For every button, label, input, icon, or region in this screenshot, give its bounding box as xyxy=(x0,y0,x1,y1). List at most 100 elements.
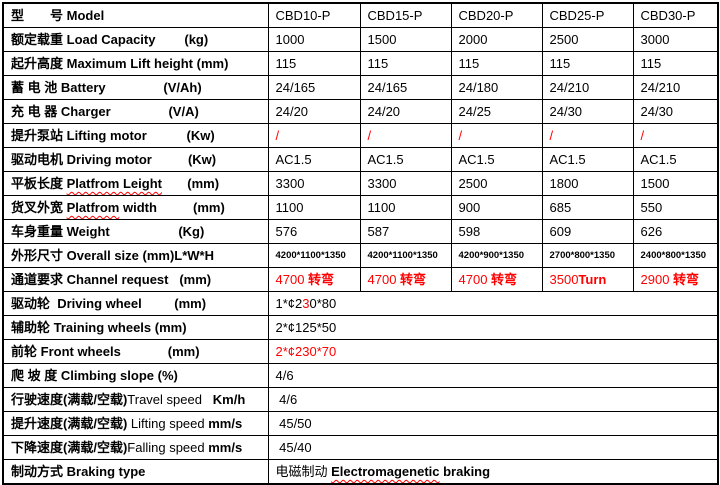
text-run: 115 xyxy=(458,56,480,71)
value-overall-size-cbd15p: 4200*1100*1350 xyxy=(359,243,452,268)
value-load-capacity-cbd20p: 2000 xyxy=(450,27,543,52)
value-load-capacity-cbd10p: 1000 xyxy=(267,27,361,52)
value-climbing-slope: 4/6 xyxy=(267,363,719,388)
text-run: 115 xyxy=(640,56,662,71)
value-lifting-motor-cbd20p: / xyxy=(450,123,543,148)
text-run: 4200*1100*1350 xyxy=(367,249,438,261)
value-max-lift-height-cbd30p: 115 xyxy=(632,51,719,76)
text-run: 爬 坡 度 xyxy=(11,368,61,383)
text-run: / xyxy=(275,128,280,143)
text-run: 1800 xyxy=(549,176,579,191)
table-row-falling-speed: 下降速度(满载/空载)Falling speed mm/s 45/40 xyxy=(2,435,719,460)
label-lifting-motor: 提升泵站 Lifting motor (Kw) xyxy=(2,123,269,148)
table-row-charger: 充 电 器 Charger (V/A) 24/20 24/20 24/25 24/30 2… xyxy=(2,99,719,124)
text-run: 3 xyxy=(302,296,310,311)
text-run: CBD10-P xyxy=(275,8,331,23)
text-run: AC1.5 xyxy=(640,152,677,167)
text-run: Channel request (mm) xyxy=(66,272,212,287)
text-run: 598 xyxy=(458,224,481,239)
value-battery-cbd30p: 24/210 xyxy=(632,75,719,100)
table-row-front-wheels: 前轮 Front wheels (mm) 2*¢230*70 xyxy=(2,339,719,364)
text-run: Driving motor (Kw) xyxy=(66,152,217,167)
value-weight-cbd25p: 609 xyxy=(541,219,634,244)
table-row-model: 型 号 Model CBD10-P CBD15-P CBD20-P CBD25-P CBD… xyxy=(2,2,719,28)
value-channel-request-cbd20p: 4700 转弯 xyxy=(450,267,543,292)
value-max-lift-height-cbd10p: 115 xyxy=(267,51,361,76)
text-run: / xyxy=(549,128,554,143)
text-run: 制动方式 xyxy=(11,464,67,479)
text-run: 3300 xyxy=(275,176,305,191)
value-load-capacity-cbd25p: 2500 xyxy=(541,27,634,52)
text-run: 685 xyxy=(549,200,572,215)
text-run: 驱动电机 xyxy=(11,152,67,167)
text-run: 2500 xyxy=(458,176,488,191)
label-overall-size: 外形尺寸 Overall size (mm)L*W*H xyxy=(2,243,269,268)
text-run: Front wheels (mm) xyxy=(40,344,200,359)
text-run: 前轮 xyxy=(11,344,41,359)
label-travel-speed: 行驶速度(满载/空载)Travel speed Km/h xyxy=(2,387,269,412)
value-load-capacity-cbd15p: 1500 xyxy=(359,27,452,52)
value-overall-size-cbd30p: 2400*800*1350 xyxy=(632,243,719,268)
value-battery-cbd20p: 24/180 xyxy=(450,75,543,100)
text-run: 626 xyxy=(640,224,663,239)
text-run: 2*¢125*50 xyxy=(275,320,337,335)
value-model-cbd10p: CBD10-P xyxy=(267,2,361,28)
table-row-load-capacity: 额定载重 Load Capacity (kg) 1000 1500 2000 2500 3… xyxy=(2,27,719,52)
label-front-wheels: 前轮 Front wheels (mm) xyxy=(2,339,269,364)
text-run: 587 xyxy=(367,224,390,239)
text-run: 提升泵站 xyxy=(11,128,67,143)
table-row-lifting-speed: 提升速度(满载/空载) Lifting speed mm/s 45/50 xyxy=(2,411,719,436)
text-run: 外形尺寸 xyxy=(11,248,67,263)
text-run: 驱动轮 xyxy=(11,296,58,311)
text-run: 2000 xyxy=(458,32,488,47)
text-run: braking xyxy=(439,464,491,479)
value-training-wheels: 2*¢125*50 xyxy=(267,315,719,340)
text-run: 45/50 xyxy=(275,416,312,431)
text-run: 转弯 xyxy=(400,272,427,287)
value-travel-speed: 4/6 xyxy=(267,387,719,412)
text-run: 900 xyxy=(458,200,481,215)
text-run: 24/180 xyxy=(458,80,499,95)
value-overall-size-cbd25p: 2700*800*1350 xyxy=(541,243,634,268)
value-platform-length-cbd30p: 1500 xyxy=(632,171,719,196)
value-platform-length-cbd25p: 1800 xyxy=(541,171,634,196)
table-row-channel-request: 通道要求 Channel request (mm) 4700 转弯 4700 转弯 4… xyxy=(2,267,719,292)
label-max-lift-height: 起升高度 Maximum Lift height (mm) xyxy=(2,51,269,76)
text-run: Overall size (mm)L*W*H xyxy=(66,248,214,263)
table-row-weight: 车身重量 Weight (Kg) 576 587 598 609 626 xyxy=(2,219,719,244)
text-run: 1*¢2 xyxy=(275,296,303,311)
table-row-max-lift-height: 起升高度 Maximum Lift height (mm) 115 115 115 11… xyxy=(2,51,719,76)
text-run: Maximum Lift height (mm) xyxy=(66,56,229,71)
text-run: 24/20 xyxy=(275,104,309,119)
table-row-braking-type: 制动方式 Braking type 电磁制动 Electromagenetic b… xyxy=(2,459,719,485)
text-run: / xyxy=(640,128,645,143)
value-battery-cbd10p: 24/165 xyxy=(267,75,361,100)
table-row-driving-motor: 驱动电机 Driving motor (Kw) AC1.5 AC1.5 AC1.5 AC… xyxy=(2,147,719,172)
text-run: 1100 xyxy=(275,200,304,215)
value-charger-cbd25p: 24/30 xyxy=(541,99,634,124)
table-row-lifting-motor: 提升泵站 Lifting motor (Kw) / / / / / xyxy=(2,123,719,148)
text-run: 4/6 xyxy=(275,392,298,407)
text-run: 609 xyxy=(549,224,572,239)
text-run: 车身重量 xyxy=(11,224,67,239)
value-platform-width-cbd10p: 1100 xyxy=(267,195,361,220)
text-run: 4700 xyxy=(275,272,309,287)
text-run: 24/165 xyxy=(275,80,316,95)
value-model-cbd20p: CBD20-P xyxy=(450,2,543,28)
value-channel-request-cbd30p: 2900 转弯 xyxy=(632,267,719,292)
text-run: 起升高度 xyxy=(11,56,67,71)
value-channel-request-cbd15p: 4700 转弯 xyxy=(359,267,452,292)
text-run: AC1.5 xyxy=(458,152,495,167)
text-run: Load Capacity (kg) xyxy=(66,32,209,47)
text-run: 24/210 xyxy=(640,80,681,95)
text-run: 24/165 xyxy=(367,80,408,95)
text-run: Model xyxy=(66,8,105,23)
table-row-platform-width: 货叉外宽 Platfrom width (mm) 1100 1100 900 685 55… xyxy=(2,195,719,220)
text-run: width (mm) xyxy=(119,200,225,215)
value-channel-request-cbd10p: 4700 转弯 xyxy=(267,267,361,292)
label-falling-speed: 下降速度(满载/空载)Falling speed mm/s xyxy=(2,435,269,460)
text-run: 转弯 xyxy=(308,272,335,287)
text-run: Travel speed xyxy=(127,392,206,407)
